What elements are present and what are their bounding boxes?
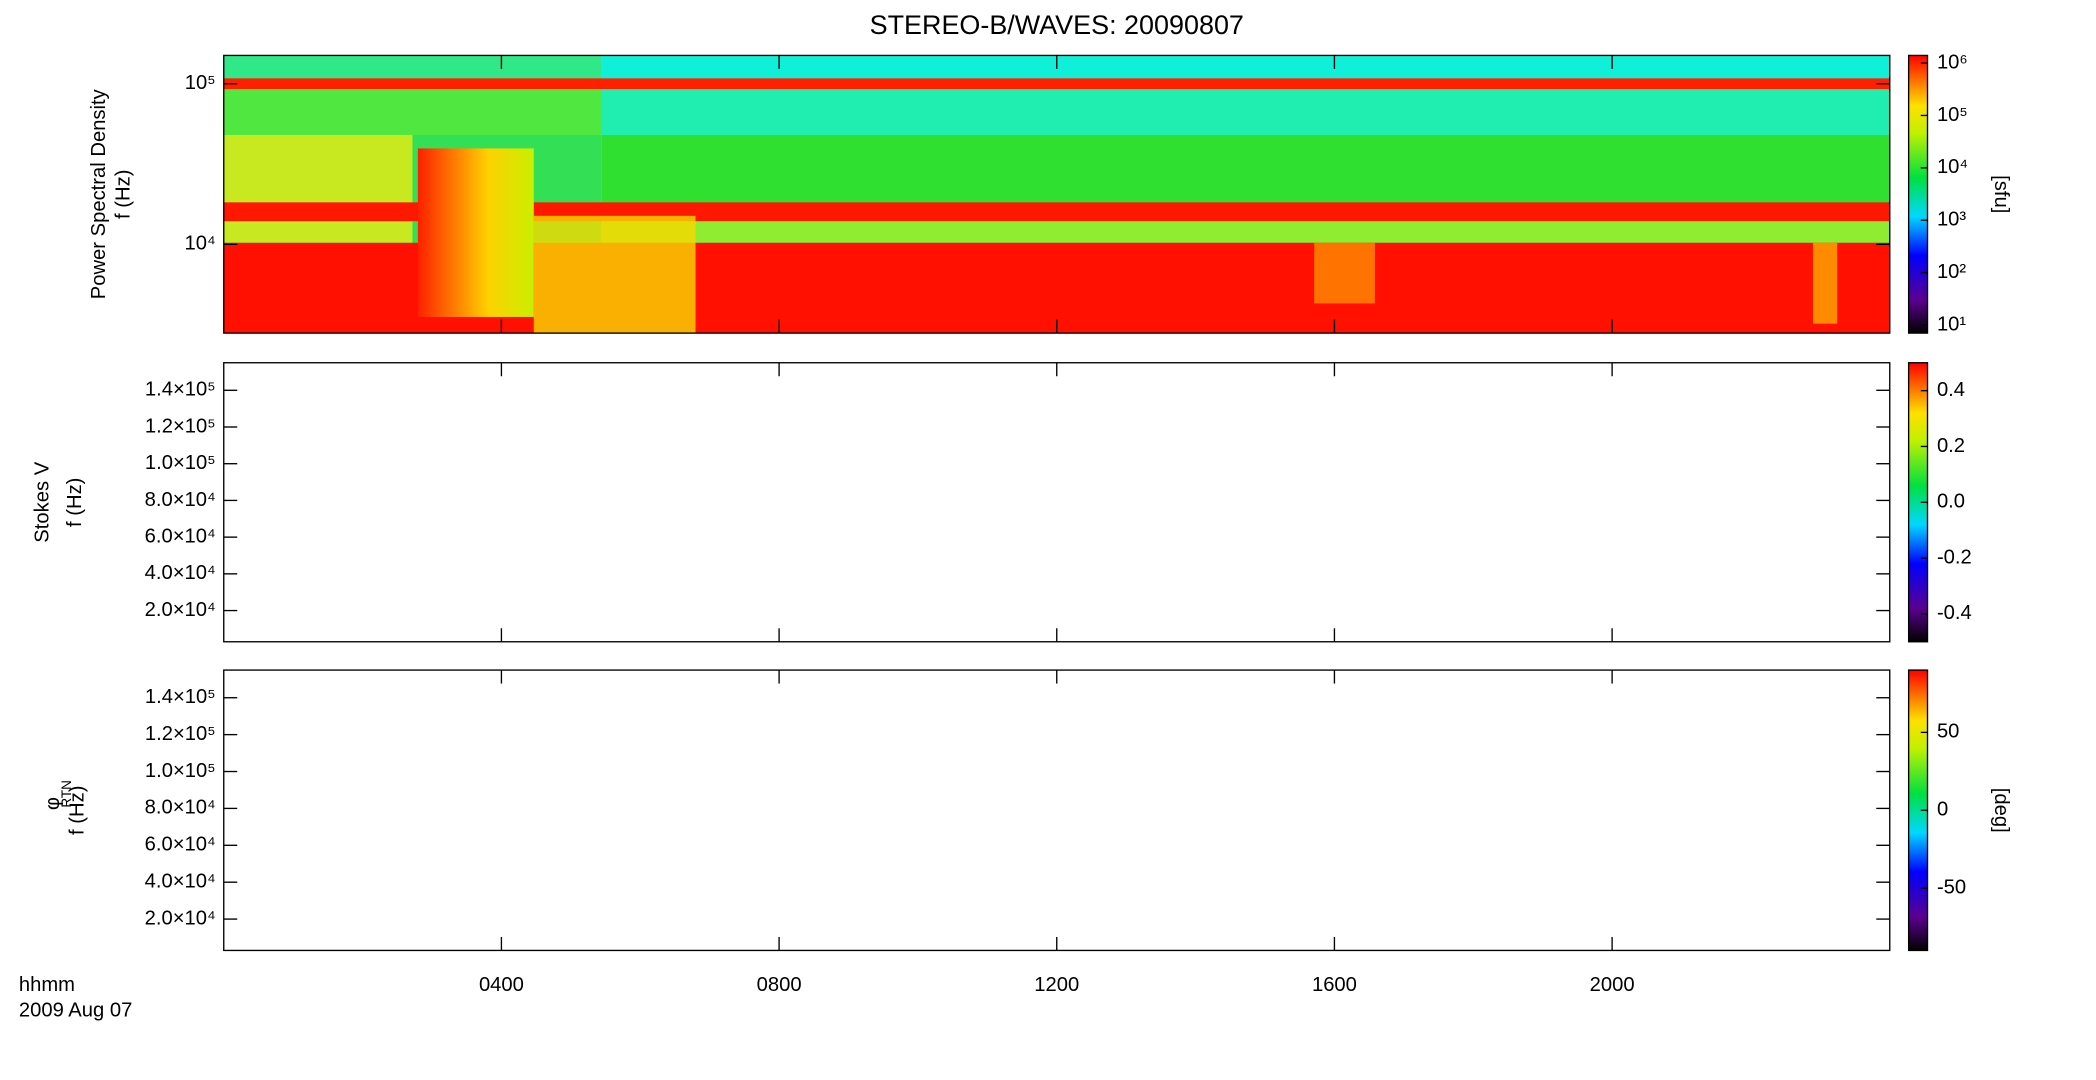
colorbar-tick-label: 10¹ (1937, 313, 1966, 335)
y-tick-label: 6.0×10⁴ (145, 834, 216, 856)
y-tick-label: 1.0×10⁵ (145, 760, 216, 782)
x-tick-label: 1600 (1312, 974, 1357, 996)
colorbar-tick-label: -0.2 (1937, 546, 1972, 568)
x-axis-label: hhmm (19, 974, 75, 996)
colorbar-tick-label: -0.4 (1937, 602, 1972, 624)
y-tick-label: 1.4×10⁵ (145, 379, 216, 401)
colorbar-tick-label: 10⁶ (1937, 51, 1968, 73)
y-axis-label: f (Hz) (112, 170, 134, 219)
colorbar-label: [sfu] (1990, 175, 2012, 213)
colorbar-tick-label: 0.2 (1937, 435, 1965, 457)
y-axis-label-sub: RTN (59, 780, 74, 807)
x-tick-label: 1200 (1034, 974, 1079, 996)
x-axis-label: 2009 Aug 07 (19, 999, 132, 1021)
y-tick-label: 8.0×10⁴ (145, 797, 216, 819)
y-axis-label: φ (42, 797, 64, 810)
x-tick-label: 0800 (757, 974, 802, 996)
colorbar-tick-label: 0.0 (1937, 491, 1965, 513)
colorbar-tick-label: 0.4 (1937, 379, 1965, 401)
y-axis-label: f (Hz) (64, 478, 86, 527)
y-tick-label: 2.0×10⁴ (145, 599, 216, 621)
spectrogram-image (223, 55, 1890, 334)
colorbar-tick-label: 10³ (1937, 209, 1966, 231)
plot-frame (223, 362, 1891, 643)
plot-frame (223, 669, 1891, 952)
colorbar-tick-label: 10⁵ (1937, 104, 1968, 126)
colorbar-label: [deg] (1990, 788, 2012, 833)
y-tick-label: 1.0×10⁵ (145, 452, 216, 474)
colorbar-tick-label: -50 (1937, 876, 1966, 898)
y-tick-label: 4.0×10⁴ (145, 562, 216, 584)
y-tick-label: 8.0×10⁴ (145, 489, 216, 511)
x-tick-label: 2000 (1590, 974, 1635, 996)
y-tick-label: 1.2×10⁵ (145, 723, 216, 745)
y-tick-label: 1.2×10⁵ (145, 415, 216, 437)
y-axis-label: Power Spectral Density (88, 88, 110, 299)
y-tick-label: 10⁵ (185, 72, 216, 94)
y-axis-label: f (Hz) (67, 786, 89, 835)
y-tick-label: 1.4×10⁵ (145, 686, 216, 708)
colorbar-tick-label: 10² (1937, 261, 1966, 283)
colorbar-tick-label: 0 (1937, 799, 1948, 821)
chart-title: STEREO-B/WAVES: 20090807 (870, 10, 1244, 40)
colorbar (1907, 54, 1929, 334)
y-axis-label: Stokes V (31, 461, 53, 542)
y-tick-label: 4.0×10⁴ (145, 871, 216, 893)
x-tick-label: 0400 (479, 974, 524, 996)
colorbar-tick-label: 10⁴ (1937, 156, 1968, 178)
y-tick-label: 6.0×10⁴ (145, 525, 216, 547)
y-tick-label: 10⁴ (185, 233, 216, 255)
colorbar-tick-label: 50 (1937, 721, 1959, 743)
y-tick-label: 2.0×10⁴ (145, 907, 216, 929)
